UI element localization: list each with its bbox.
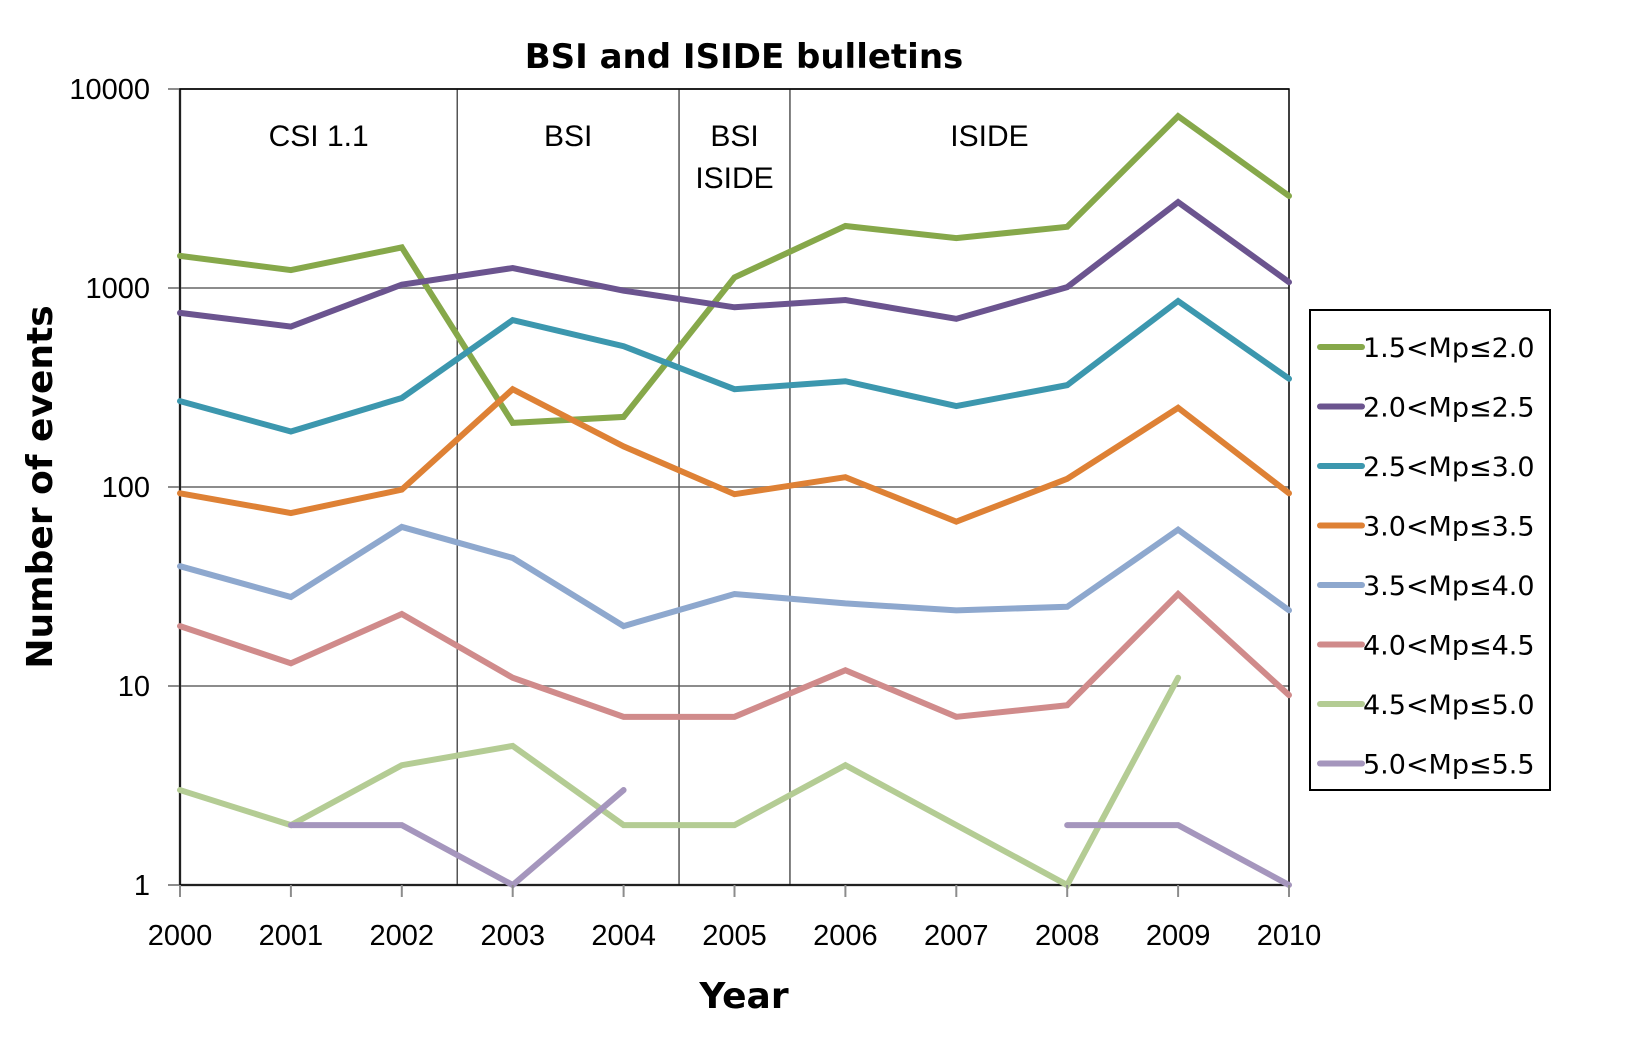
series-line-6: [177, 674, 1182, 890]
legend-label: 2.0<Mp≤2.5: [1363, 393, 1535, 424]
series-lines: [177, 112, 1292, 890]
x-tick-label: 2001: [259, 920, 324, 952]
x-tick-label: 2008: [1035, 920, 1100, 952]
series-line-2: [177, 297, 1292, 435]
legend-label: 1.5<Mp≤2.0: [1363, 333, 1535, 364]
x-tick-label: 2002: [370, 920, 435, 952]
x-tick-label: 2009: [1146, 920, 1211, 952]
y-tick-label: 100: [102, 472, 150, 504]
y-tick-label: 10000: [69, 74, 150, 106]
legend-label: 2.5<Mp≤3.0: [1363, 452, 1535, 483]
region-label: ISIDE: [950, 120, 1028, 153]
series-line-7: [287, 787, 627, 889]
legend-box: [1309, 309, 1551, 791]
series-line-5: [177, 589, 1292, 720]
x-tick-label: 2004: [591, 920, 656, 952]
x-tick-label: 2000: [148, 920, 213, 952]
y-tick-label: 1: [134, 870, 150, 902]
y-tick-label: 1000: [85, 273, 150, 305]
x-tick-label: 2007: [924, 920, 989, 952]
region-label: BSI: [544, 120, 592, 153]
x-axis-title: Year: [698, 976, 788, 1017]
y-axis-ticks: 1 10 100 1000 10000: [69, 74, 150, 902]
series-line-1: [177, 198, 1292, 330]
series-line-3: [177, 385, 1292, 525]
x-tick-label: 2006: [813, 920, 878, 952]
y-tick-label: 10: [118, 671, 150, 703]
series-line-4: [177, 523, 1292, 630]
y-axis-title: Number of events: [20, 305, 61, 668]
legend-label: 4.0<Mp≤4.5: [1363, 631, 1535, 662]
bulletin-regions: CSI 1.1 BSI BSI ISIDE ISIDE: [269, 89, 1029, 885]
x-tick-label: 2003: [480, 920, 545, 952]
x-tick-label: 2010: [1257, 920, 1322, 952]
x-axis-ticks: 2000 2001 2002 2003 2004 2005 2006 2007 2008 2009…: [148, 885, 1322, 952]
legend-label: 5.0<Mp≤5.5: [1363, 750, 1535, 781]
gridlines: [168, 88, 1289, 887]
region-label: ISIDE: [695, 162, 773, 195]
legend-label: 3.0<Mp≤3.5: [1363, 512, 1535, 543]
legend: 1.5<Mp≤2.0 2.0<Mp≤2.5 2.5<Mp≤3.0 3.0<Mp≤3.5…: [1309, 309, 1551, 791]
legend-label: 4.5<Mp≤5.0: [1363, 690, 1535, 721]
chart-title: BSI and ISIDE bulletins: [525, 37, 964, 77]
legend-label: 3.5<Mp≤4.0: [1363, 571, 1535, 602]
x-tick-label: 2005: [702, 920, 767, 952]
region-label: BSI: [710, 120, 758, 153]
region-label: CSI 1.1: [269, 120, 369, 153]
series-line-7: [1064, 822, 1292, 888]
